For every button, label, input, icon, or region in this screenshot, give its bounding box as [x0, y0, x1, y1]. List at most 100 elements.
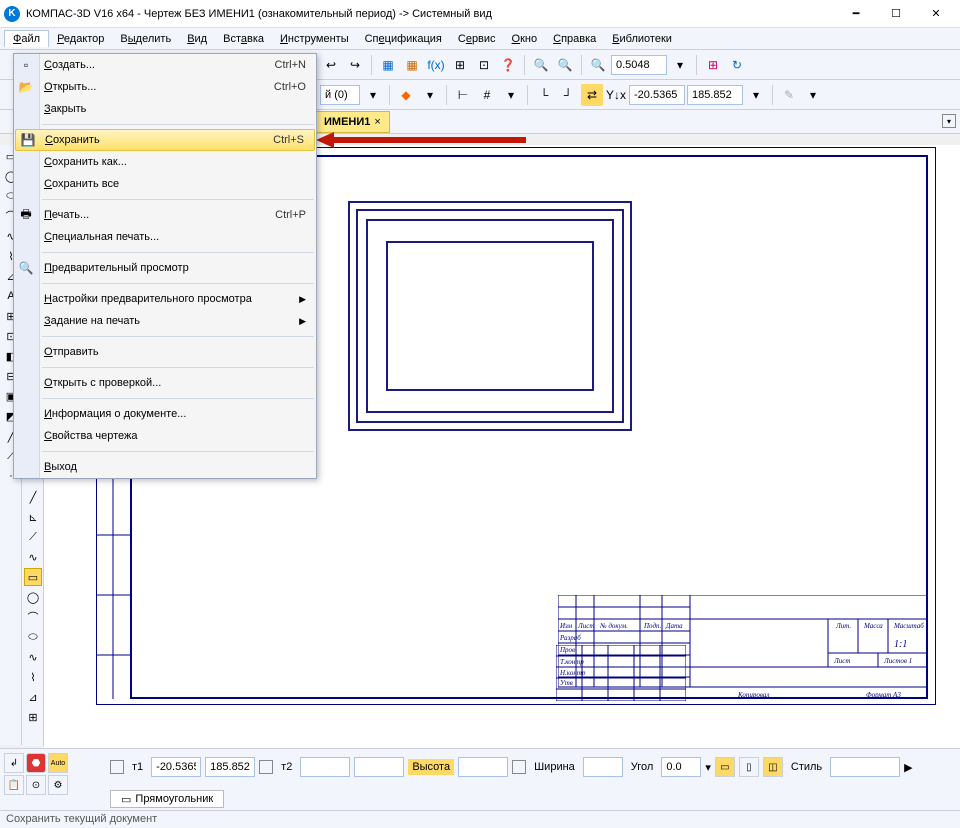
menu-help[interactable]: Справка: [545, 31, 604, 47]
menu-libs[interactable]: Библиотеки: [604, 31, 680, 47]
scroll-right-icon[interactable]: ▶: [904, 761, 918, 774]
document-tab[interactable]: ИМЕНИ1 ×: [315, 111, 390, 133]
toolbar-icon[interactable]: ✎: [778, 84, 800, 106]
tab-rectangle[interactable]: ▭ Прямоугольник: [110, 790, 224, 808]
toolbar-icon[interactable]: ⊢: [452, 84, 474, 106]
toolbar-icon[interactable]: └: [533, 84, 555, 106]
fx-icon[interactable]: f(x): [425, 54, 447, 76]
t1-checkbox[interactable]: [110, 760, 124, 774]
stop-icon[interactable]: ⬣: [26, 753, 46, 773]
menu-tools[interactable]: Инструменты: [272, 31, 357, 47]
dropdown-icon[interactable]: ▾: [802, 84, 824, 106]
dropdown-icon[interactable]: ▾: [705, 761, 711, 774]
dropdown-icon[interactable]: ▾: [669, 54, 691, 76]
height-label[interactable]: Высота: [408, 759, 454, 775]
t2-checkbox[interactable]: [259, 760, 273, 774]
tool-icon[interactable]: ⊙: [26, 775, 46, 795]
t2-y-input[interactable]: [354, 757, 404, 777]
tab-close-icon[interactable]: ×: [374, 116, 380, 128]
zoom-region-icon[interactable]: 🔍: [587, 54, 609, 76]
file-menu-item[interactable]: Сохранить все: [14, 173, 316, 195]
tool-icon[interactable]: ⚙: [48, 775, 68, 795]
auto-icon[interactable]: Auto: [48, 753, 68, 773]
dropdown-icon[interactable]: ▾: [745, 84, 767, 106]
toolbar-icon[interactable]: ⊞: [449, 54, 471, 76]
redo-icon[interactable]: ↪: [344, 54, 366, 76]
mode-icon[interactable]: ▯: [739, 757, 759, 777]
layer-select[interactable]: [320, 85, 360, 105]
vtool-icon[interactable]: ∿: [24, 548, 42, 566]
vtool-icon[interactable]: ⟋: [24, 528, 42, 546]
menu-view[interactable]: Вид: [179, 31, 215, 47]
width-input[interactable]: [583, 757, 623, 777]
file-menu-item[interactable]: Информация о документе...: [14, 403, 316, 425]
apply-icon[interactable]: ↲: [4, 753, 24, 773]
menu-insert[interactable]: Вставка: [215, 31, 272, 47]
undo-icon[interactable]: ↩: [320, 54, 342, 76]
rect-tool-icon[interactable]: ▭: [24, 568, 42, 586]
help-icon[interactable]: ❓: [497, 54, 519, 76]
file-menu-item[interactable]: Закрыть: [14, 98, 316, 120]
copy-icon[interactable]: 📋: [4, 775, 24, 795]
zoom-in-icon[interactable]: 🔍: [530, 54, 552, 76]
minimize-button[interactable]: ━: [836, 0, 876, 28]
file-menu-item[interactable]: Открыть с проверкой...: [14, 372, 316, 394]
mode-icon[interactable]: ▭: [715, 757, 735, 777]
file-menu-item[interactable]: Выход: [14, 456, 316, 478]
grid-icon[interactable]: #: [476, 84, 498, 106]
t1-x-input[interactable]: [151, 757, 201, 777]
t2-x-input[interactable]: [300, 757, 350, 777]
menu-spec[interactable]: Спецификация: [357, 31, 450, 47]
menu-service[interactable]: Сервис: [450, 31, 504, 47]
coord-x-input[interactable]: [629, 85, 685, 105]
vtool-icon[interactable]: ╱: [24, 488, 42, 506]
toolbar-icon[interactable]: Y↓x: [605, 84, 627, 106]
vtool-icon[interactable]: ∿: [24, 648, 42, 666]
toolbar-icon[interactable]: ▦: [377, 54, 399, 76]
file-menu-item[interactable]: 🔍Предварительный просмотр: [14, 257, 316, 279]
vtool-icon[interactable]: ⌒: [24, 608, 42, 626]
zoom-fit-icon[interactable]: 🔍: [554, 54, 576, 76]
dropdown-icon[interactable]: ▾: [500, 84, 522, 106]
vtool-icon[interactable]: ⬭: [24, 628, 42, 646]
file-menu-item[interactable]: Настройки предварительного просмотра▶: [14, 288, 316, 310]
dropdown-icon[interactable]: ▾: [362, 84, 384, 106]
tabs-dropdown-icon[interactable]: ▾: [942, 114, 956, 128]
coord-y-input[interactable]: [687, 85, 743, 105]
file-menu-item[interactable]: Задание на печать▶: [14, 310, 316, 332]
vtool-icon[interactable]: ⌇: [24, 668, 42, 686]
file-menu-item[interactable]: 💾СохранитьCtrl+S: [15, 129, 315, 151]
menu-select[interactable]: Выделить: [112, 31, 179, 47]
file-menu-item[interactable]: 🖶Печать...Ctrl+P: [14, 204, 316, 226]
file-menu-item[interactable]: Специальная печать...: [14, 226, 316, 248]
close-button[interactable]: ✕: [916, 0, 956, 28]
menu-window[interactable]: Окно: [504, 31, 546, 47]
file-menu-item[interactable]: Отправить: [14, 341, 316, 363]
color-icon[interactable]: ◆: [395, 84, 417, 106]
dropdown-icon[interactable]: ▾: [419, 84, 441, 106]
file-menu-item[interactable]: ▫Создать...Ctrl+N: [14, 54, 316, 76]
style-input[interactable]: [830, 757, 900, 777]
toolbar-icon[interactable]: ⊡: [473, 54, 495, 76]
height-input[interactable]: [458, 757, 508, 777]
zoom-input[interactable]: [611, 55, 667, 75]
vtool-icon[interactable]: ⊾: [24, 508, 42, 526]
toolbar-icon[interactable]: ┘: [557, 84, 579, 106]
mode-icon[interactable]: ◫: [763, 757, 783, 777]
menu-editor[interactable]: Редактор: [49, 31, 112, 47]
toolbar-icon[interactable]: ⇄: [581, 84, 603, 106]
file-menu-item[interactable]: Свойства чертежа: [14, 425, 316, 447]
vtool-icon[interactable]: ⊿: [24, 688, 42, 706]
file-menu-item[interactable]: Сохранить как...: [14, 151, 316, 173]
t1-y-input[interactable]: [205, 757, 255, 777]
w-checkbox[interactable]: [512, 760, 526, 774]
angle-input[interactable]: [661, 757, 701, 777]
toolbar-icon[interactable]: ▦: [401, 54, 423, 76]
file-menu-item[interactable]: 📂Открыть...Ctrl+O: [14, 76, 316, 98]
menu-file[interactable]: Файл: [4, 30, 49, 47]
maximize-button[interactable]: ☐: [876, 0, 916, 28]
vtool-icon[interactable]: ⊞: [24, 708, 42, 726]
toolbar-icon[interactable]: ⊞: [702, 54, 724, 76]
toolbar-icon[interactable]: ↻: [726, 54, 748, 76]
vtool-icon[interactable]: ◯: [24, 588, 42, 606]
